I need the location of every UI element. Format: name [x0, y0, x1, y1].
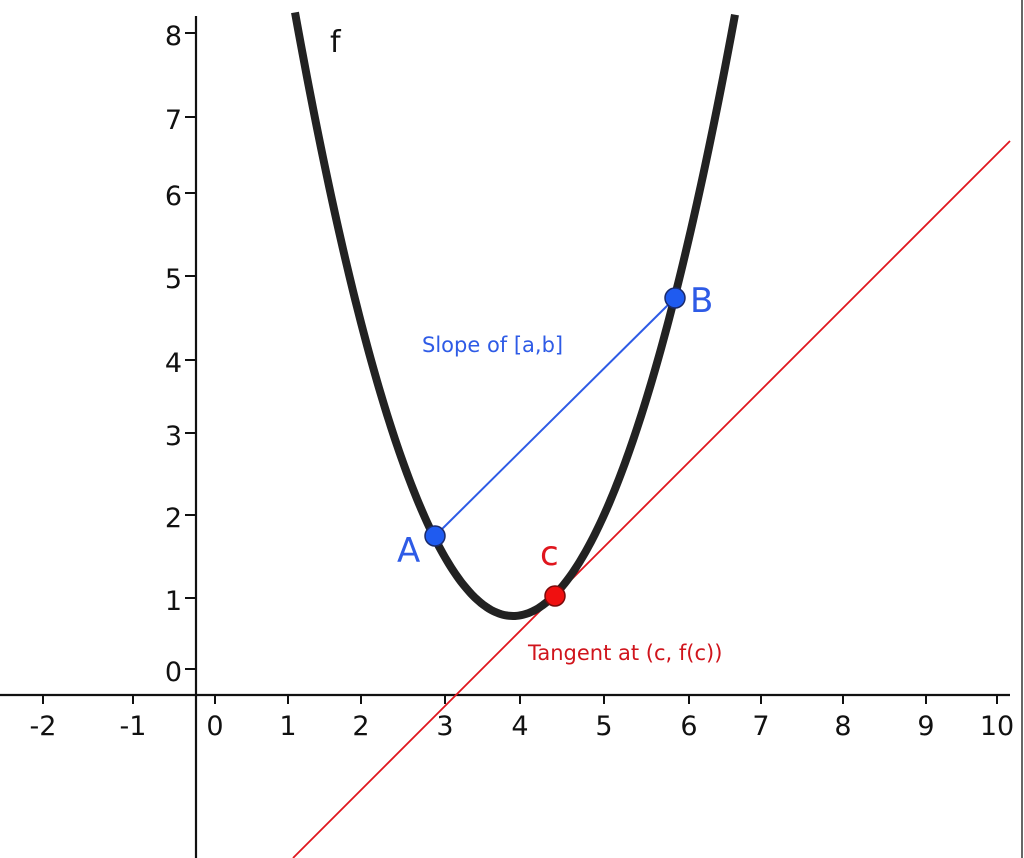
x-tick-label: 9: [917, 711, 934, 742]
y-tick-label: 1: [165, 586, 182, 617]
x-tick-label: -1: [120, 711, 147, 742]
point-b: [664, 287, 686, 309]
x-tick-label: 3: [436, 711, 453, 742]
tangent-label: Tangent at (c, f(c)): [527, 641, 722, 665]
secant-label: Slope of [a,b]: [422, 333, 563, 357]
y-ticks: 0 1 2 3 4 5 6 7 8: [165, 21, 196, 688]
y-tick-label: 6: [165, 181, 182, 212]
point-b-label: B: [690, 281, 713, 321]
function-label: f: [330, 25, 342, 60]
y-tick-label: 0: [165, 657, 182, 688]
tangent-line: [292, 140, 1011, 858]
y-tick-label: 3: [165, 421, 182, 452]
y-tick-label: 4: [165, 348, 182, 379]
point-c-label: c: [540, 534, 559, 574]
y-tick-label: 2: [165, 503, 182, 534]
x-tick-label: 1: [279, 711, 296, 742]
x-tick-label: 6: [680, 711, 697, 742]
y-tick-label: 7: [165, 105, 182, 136]
x-tick-label: 0: [206, 711, 223, 742]
point-a-label: A: [397, 531, 420, 571]
x-tick-label: 10: [980, 711, 1014, 742]
x-tick-label: 7: [752, 711, 769, 742]
x-tick-label: -2: [30, 711, 57, 742]
function-curve: [291, 11, 739, 620]
y-tick-label: 8: [165, 21, 182, 52]
x-tick-label: 8: [834, 711, 851, 742]
axes: -2 -1 0 1 2 3 4 5 6 7 8 9 10 0 1 2 3 4 5 6 7 8: [0, 16, 1014, 858]
x-tick-label: 5: [595, 711, 612, 742]
point-c: [544, 585, 566, 607]
secant-line: [434, 297, 676, 537]
x-tick-label: 4: [511, 711, 528, 742]
x-tick-label: 2: [352, 711, 369, 742]
point-a: [424, 525, 446, 547]
x-ticks: -2 -1 0 1 2 3 4 5 6 7 8 9 10: [30, 695, 1014, 742]
y-tick-label: 5: [165, 264, 182, 295]
